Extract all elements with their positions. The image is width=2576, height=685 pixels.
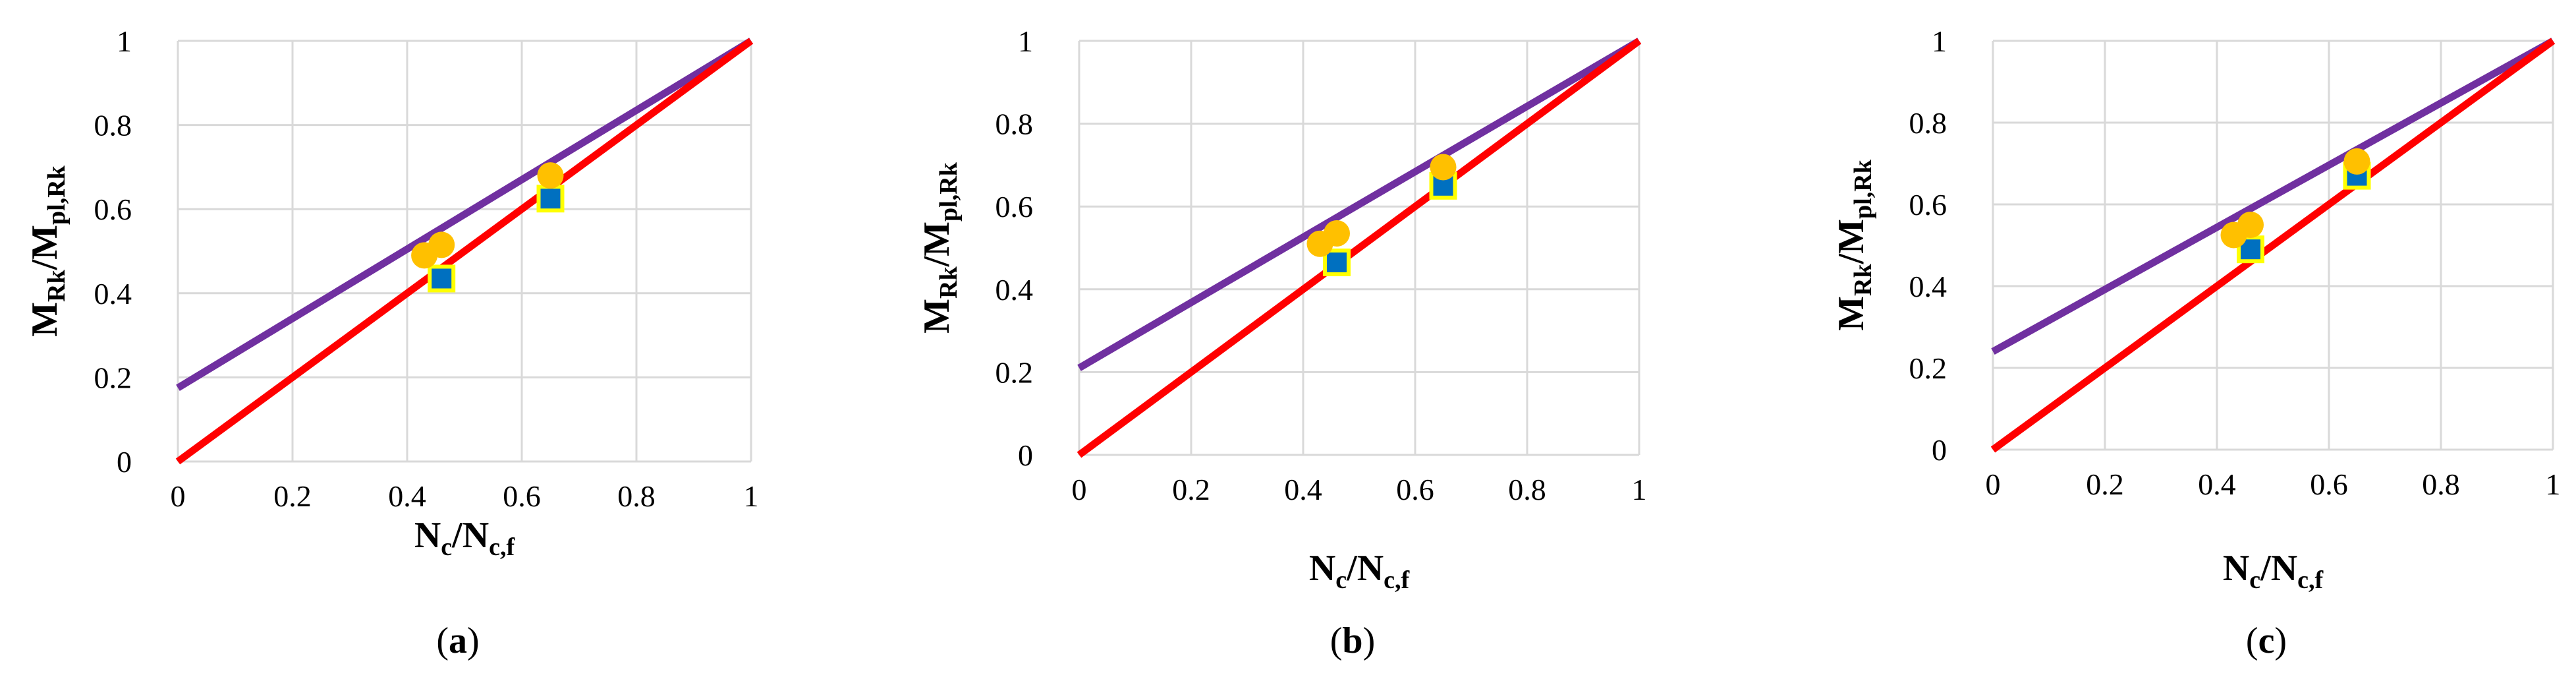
y-axis-title: MRk/Mpl,Rk xyxy=(916,162,963,333)
y-tick-label: 0.2 xyxy=(1909,351,1947,385)
y-tick-label: 0.8 xyxy=(94,109,132,142)
chart-panel-c: 0 0.2 0.4 0.6 0.8 1 0 0.2 0.4 0.6 0.8 1 Nc/Nc,f MRk/M… xyxy=(1831,24,2561,661)
x-axis-title: Nc/Nc,f xyxy=(1309,548,1411,594)
y-tick-label: 0.6 xyxy=(1909,188,1947,222)
square-marker xyxy=(1323,248,1351,276)
circle-marker xyxy=(2237,212,2264,238)
square-marker xyxy=(428,264,456,293)
panel-label: (b) xyxy=(1330,620,1375,661)
red-linear-line xyxy=(1990,38,2556,453)
y-tick-label: 0 xyxy=(1018,438,1033,472)
x-tick-label: 0.8 xyxy=(1508,473,1546,506)
x-tick-label: 0 xyxy=(1986,467,2001,501)
y-axis-title: MRk/Mpl,Rk xyxy=(24,165,70,336)
y-tick-label: 1 xyxy=(1018,24,1033,58)
y-tick-label: 0 xyxy=(117,445,132,479)
x-tick-label: 1 xyxy=(2546,467,2561,501)
x-tick-label: 0.8 xyxy=(2422,467,2460,501)
panel-label: (c) xyxy=(2246,620,2287,661)
y-tick-label: 0.8 xyxy=(1909,106,1947,140)
y-tick-label: 0 xyxy=(1932,433,1947,467)
x-axis-title: Nc/Nc,f xyxy=(2223,548,2324,594)
x-tick-label: 0.4 xyxy=(388,479,426,513)
x-tick-label: 0 xyxy=(171,479,186,513)
x-tick-label: 0.2 xyxy=(2086,467,2124,501)
x-tick-label: 1 xyxy=(1632,473,1647,506)
x-tick-label: 0.2 xyxy=(273,479,312,513)
y-axis-title: MRk/Mpl,Rk xyxy=(1831,159,1877,330)
square-marker xyxy=(536,185,565,213)
x-tick-label: 0.6 xyxy=(503,479,541,513)
x-tick-label: 0.4 xyxy=(2198,467,2236,501)
red-linear-line xyxy=(1077,38,1642,458)
circle-marker xyxy=(537,162,564,189)
x-tick-label: 1 xyxy=(744,479,759,513)
y-tick-label: 0.6 xyxy=(995,190,1034,223)
x-tick-label: 0 xyxy=(1072,473,1087,506)
x-tick-label: 0.6 xyxy=(2310,467,2348,501)
y-tick-label: 0.6 xyxy=(94,193,132,226)
x-tick-label: 0.2 xyxy=(1172,473,1210,506)
circle-marker xyxy=(428,231,455,258)
panel-label: (a) xyxy=(436,620,479,661)
y-tick-label: 0.8 xyxy=(995,107,1034,141)
circle-marker xyxy=(1430,154,1457,181)
x-tick-label: 0.8 xyxy=(617,479,656,513)
x-tick-label: 0.6 xyxy=(1396,473,1434,506)
purple-interaction-line xyxy=(1077,38,1641,371)
red-linear-line xyxy=(175,38,754,465)
chart-panel-b: 0 0.2 0.4 0.6 0.8 1 0 0.2 0.4 0.6 0.8 1 Nc/Nc,f MRk/M… xyxy=(916,24,1647,661)
x-tick-label: 0.4 xyxy=(1284,473,1322,506)
circle-marker xyxy=(2343,148,2370,175)
y-tick-label: 1 xyxy=(1932,24,1947,58)
purple-interaction-line xyxy=(1991,38,2555,355)
y-tick-label: 0.4 xyxy=(1909,270,1947,303)
y-tick-label: 0.2 xyxy=(94,361,132,394)
y-tick-label: 0.2 xyxy=(995,355,1034,389)
purple-interaction-line xyxy=(176,38,753,392)
circle-marker xyxy=(1324,220,1350,247)
y-tick-label: 0.4 xyxy=(995,273,1034,307)
x-axis-title: Nc/Nc,f xyxy=(414,515,516,561)
chart-panel-a: 0 0.2 0.4 0.6 0.8 1 0 0.2 0.4 0.6 0.8 1 Nc/Nc,f MRk/M… xyxy=(24,24,759,661)
y-tick-label: 1 xyxy=(117,24,132,58)
y-tick-label: 0.4 xyxy=(94,277,132,311)
